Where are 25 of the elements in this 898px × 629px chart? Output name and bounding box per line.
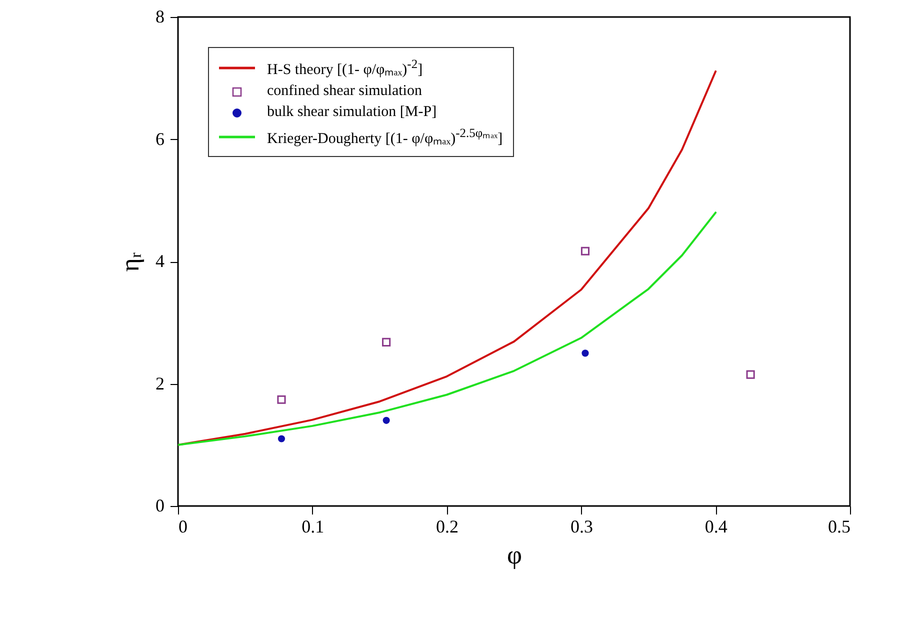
y-tick-label: 0 — [156, 496, 164, 516]
x-tick-label: 0.3 — [570, 516, 593, 536]
y-tick-label: 8 — [156, 6, 164, 26]
legend-label: H-S theory [(1- φ/φₘₐₓ)$^{-2}$] — [267, 56, 423, 80]
x-tick-label: 0.1 — [302, 516, 324, 536]
legend-label: Krieger-Dougherty [(1- φ/φₘₐₓ)$^{-2.5φₘₐₓ}$] — [267, 125, 503, 149]
legend-label: confined shear simulation — [267, 82, 422, 101]
y-tick-label: 4 — [156, 251, 164, 271]
x-tick-label: 0.2 — [436, 516, 459, 536]
point — [582, 350, 589, 357]
y-tick-label: 6 — [156, 128, 164, 149]
point — [277, 395, 286, 404]
x-tick-label: 0.4 — [704, 516, 728, 536]
y-axis-title: ηᵣ — [116, 252, 144, 272]
legend-label: bulk shear simulation [M-P] — [267, 103, 437, 122]
point — [382, 416, 390, 424]
x-axis-title: φ — [506, 540, 522, 570]
point — [382, 338, 391, 346]
point — [580, 246, 590, 256]
point — [278, 435, 286, 442]
point — [746, 370, 755, 379]
x-tick-label: 0 — [178, 516, 188, 536]
line-series — [178, 212, 717, 446]
x-tick-label: 0.5 — [828, 516, 850, 536]
y-tick-label: 2 — [156, 373, 164, 394]
